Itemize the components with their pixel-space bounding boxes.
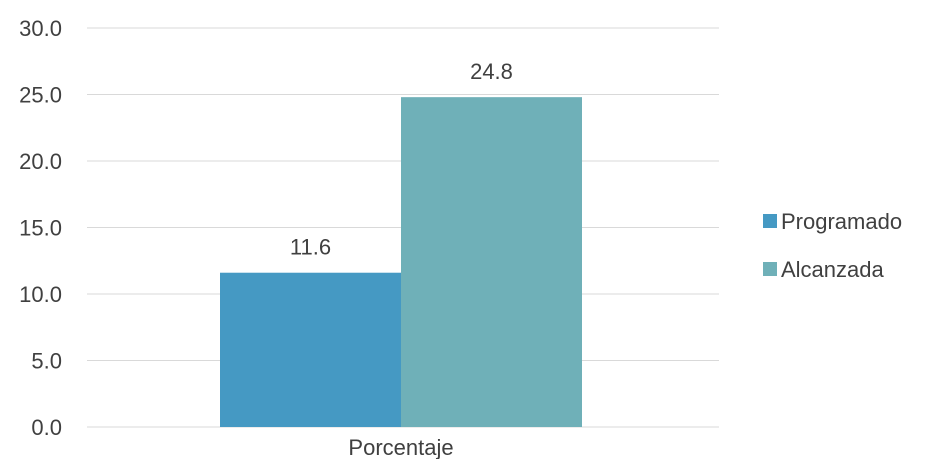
y-tick-label: 30.0 [19,16,62,41]
legend-label: Alcanzada [781,257,885,282]
data-label: 11.6 [290,235,331,260]
y-tick-label: 20.0 [19,149,62,174]
legend-swatch [763,214,777,228]
y-tick-label: 0.0 [31,415,62,440]
bar-alcanzada [401,97,582,427]
y-tick-label: 5.0 [31,349,62,374]
data-label: 24.8 [470,59,513,84]
y-tick-label: 15.0 [19,216,62,241]
y-tick-label: 10.0 [19,282,62,307]
y-tick-label: 25.0 [19,83,62,108]
legend: Programado Alcanzada [763,209,902,282]
legend-label: Programado [781,209,902,234]
legend-swatch [763,262,777,276]
x-axis-categories: Porcentaje [348,435,453,459]
data-labels: 11.6 24.8 [290,59,513,260]
bar-programado [220,272,401,427]
y-axis-ticks: 0.0 5.0 10.0 15.0 20.0 25.0 30.0 [19,16,62,440]
category-label: Porcentaje [348,435,453,459]
bars [220,97,582,427]
